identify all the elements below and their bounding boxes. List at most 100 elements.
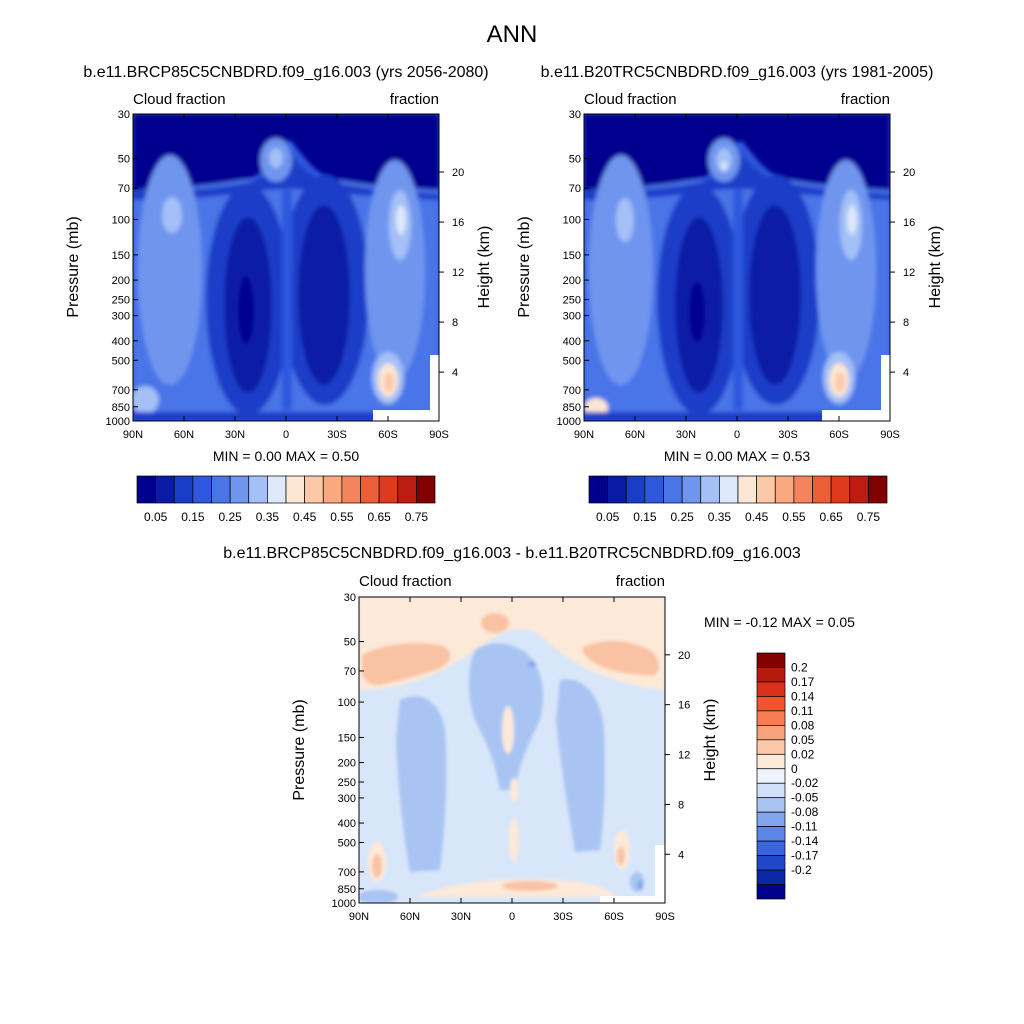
colorbar-swatch [756, 753, 786, 770]
panel-2-midlat-nh [589, 155, 653, 385]
colorbar-swatch [304, 475, 324, 504]
height-tick-label: 16 [678, 700, 690, 712]
y-tick-label: 30 [569, 109, 581, 121]
x-tick-label: 30S [778, 429, 798, 441]
x-tick-label: 30S [553, 911, 573, 923]
panel-3-minmax: MIN = -0.12 MAX = 0.05 [704, 614, 855, 630]
y-tick-label: 50 [344, 637, 356, 649]
colorbar-swatch [756, 884, 786, 900]
height-tick-label: 12 [452, 267, 464, 279]
y-tick-label: 400 [338, 818, 356, 830]
panel-1-midlat-nh [138, 155, 202, 385]
y-tick-label: 200 [563, 275, 581, 287]
height-tick-label: 20 [903, 167, 915, 179]
y-tick-label: 1000 [332, 898, 356, 910]
x-tick-label: 90S [880, 429, 900, 441]
panel-1-edge-mask [430, 355, 439, 411]
y-tick-label: 500 [338, 838, 356, 850]
height-tick-label: 4 [903, 367, 909, 379]
panel-3-eq-pos-top [481, 613, 509, 633]
colorbar-swatch [173, 475, 194, 504]
colorbar-label: 0.65 [819, 510, 843, 524]
panel-1: b.e11.BRCP85C5CNBDRD.f09_g16.003 (yrs 20… [65, 64, 493, 524]
panel-2-ylabel-right: Height (km) [927, 226, 944, 309]
colorbar-swatch [830, 475, 851, 504]
panel-1-strato [133, 114, 439, 190]
x-tick-label: 30N [225, 429, 245, 441]
height-tick-label: 8 [452, 317, 458, 329]
panel-3-eq-pos-low2 [510, 778, 518, 802]
y-tick-label: 250 [112, 295, 130, 307]
x-tick-label: 0 [283, 429, 289, 441]
x-tick-label: 90N [349, 911, 369, 923]
colorbar-swatch [136, 475, 156, 504]
colorbar-swatch [868, 475, 888, 504]
panel-3-nh-pos-lobe [362, 643, 451, 686]
colorbar-swatch [756, 826, 786, 842]
panel-3-colorbar: 0.20.170.140.110.080.050.020-0.02-0.05-0… [756, 652, 819, 900]
colorbar-label: -0.17 [791, 849, 819, 863]
colorbar-label: -0.08 [791, 805, 819, 819]
panel-1-antarctic-mask [373, 410, 439, 421]
colorbar-label: 0.35 [708, 510, 732, 524]
colorbar-swatch [756, 475, 776, 504]
colorbar-label: 0.05 [144, 510, 168, 524]
panel-2-field [584, 114, 890, 421]
panel-2-colorbar: 0.05 0.15 0.25 0.35 0.45 0.55 0.65 0.75 [588, 475, 888, 524]
colorbar-swatch [737, 475, 757, 504]
x-tick-label: 30S [327, 429, 347, 441]
colorbar-label: 0 [791, 762, 798, 776]
panel-3-field [359, 597, 665, 903]
colorbar-label: 0.14 [791, 689, 815, 703]
colorbar-swatch [644, 475, 664, 504]
panel-2-left-label: Cloud fraction [584, 91, 677, 108]
colorbar-swatch [267, 475, 287, 504]
height-tick-label: 4 [678, 849, 684, 861]
y-tick-label: 1000 [106, 416, 130, 428]
panel-2-edge-mask [881, 355, 890, 411]
colorbar-label: 0.05 [791, 733, 815, 747]
colorbar-label: 0.05 [596, 510, 620, 524]
y-tick-label: 400 [563, 336, 581, 348]
panel-2: b.e11.B20TRC5CNBDRD.f09_g16.003 (yrs 198… [516, 64, 944, 524]
x-tick-label: 60S [829, 429, 849, 441]
colorbar-swatch [756, 797, 786, 813]
panel-3-right-label: fraction [616, 573, 665, 590]
colorbar-swatch [378, 475, 399, 504]
colorbar-swatch [663, 475, 683, 504]
panel-1-left-label: Cloud fraction [133, 91, 226, 108]
colorbar-swatch [285, 475, 305, 504]
colorbar-label: 0.15 [633, 510, 657, 524]
colorbar-swatch [756, 855, 786, 871]
panel-3-left-label: Cloud fraction [359, 573, 452, 590]
colorbar-swatch [756, 768, 786, 784]
y-tick-label: 250 [338, 777, 356, 789]
y-tick-label: 700 [563, 385, 581, 397]
x-tick-label: 90N [574, 429, 594, 441]
panel-1-midlat-sh [365, 160, 425, 380]
panel-1-ylabel: Pressure (mb) [65, 216, 82, 317]
panel-2-axes: 90N 60N 30N 0 30S 60S 90S 30 50 70 100 150 200 250 300… [557, 109, 916, 441]
page-title: ANN [487, 21, 538, 48]
panel-1-midlat-nh-b [162, 197, 182, 233]
y-tick-label: 850 [338, 884, 356, 896]
panel-1-dry-nh-core [238, 276, 254, 344]
panel-3: b.e11.BRCP85C5CNBDRD.f09_g16.003 - b.e11… [223, 545, 855, 923]
colorbar-swatch [812, 475, 832, 504]
y-tick-label: 700 [112, 385, 130, 397]
x-tick-label: 30N [451, 911, 471, 923]
panel-3-edge-mask [655, 845, 665, 897]
colorbar-swatch [360, 475, 380, 504]
colorbar-label: 0.65 [367, 510, 391, 524]
colorbar-swatch [756, 782, 786, 799]
y-tick-label: 1000 [557, 416, 581, 428]
panel-1-midlat-sh-c [396, 205, 406, 235]
colorbar-label: 0.45 [745, 510, 769, 524]
height-tick-label: 12 [903, 267, 915, 279]
colorbar-label: 0.02 [791, 747, 815, 761]
height-tick-label: 8 [678, 799, 684, 811]
colorbar-swatch [397, 475, 417, 504]
panel-3-surface-pos-b [502, 881, 558, 891]
y-tick-label: 30 [118, 109, 130, 121]
